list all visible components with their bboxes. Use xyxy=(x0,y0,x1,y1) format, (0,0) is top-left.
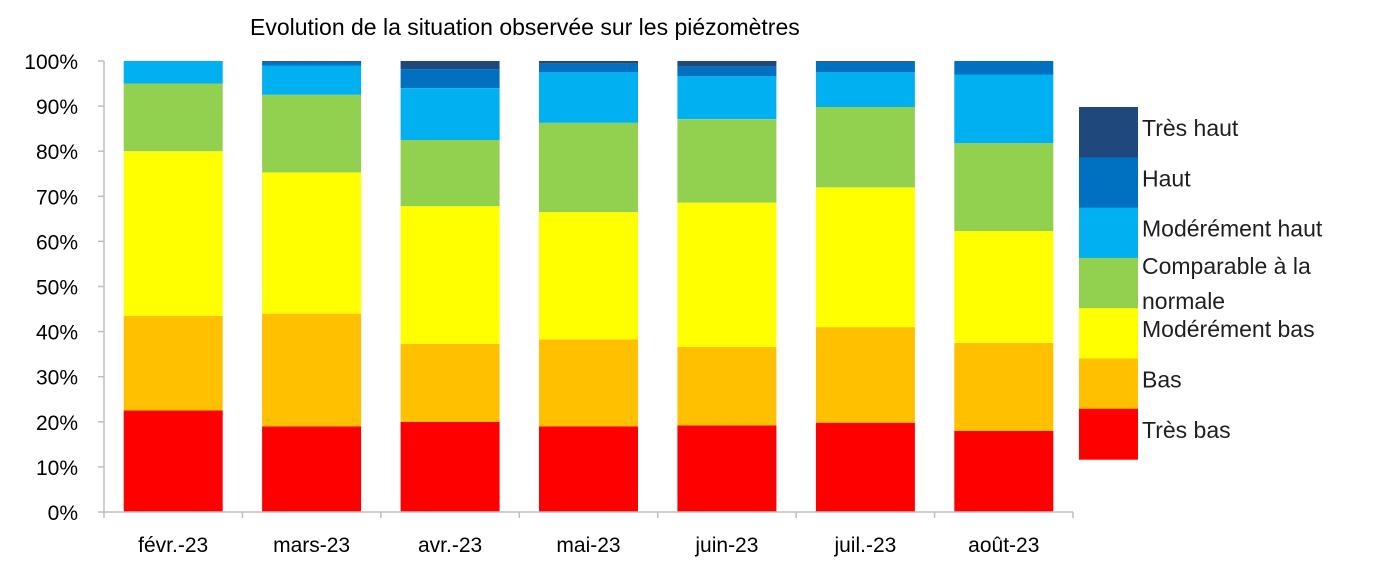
bar-segment xyxy=(815,107,915,188)
bar-segment xyxy=(400,206,500,344)
bar-segment xyxy=(400,69,500,88)
y-tick-label: 90% xyxy=(36,96,78,119)
legend-label: Modérément bas xyxy=(1142,316,1315,342)
bar-segment xyxy=(539,212,638,340)
bar-segment xyxy=(539,61,638,64)
y-tick-label: 100% xyxy=(24,51,78,74)
bar-segment xyxy=(954,143,1054,231)
legend-label: normale xyxy=(1142,288,1225,314)
bar-segment xyxy=(262,65,362,95)
legend-swatch xyxy=(1079,358,1138,410)
legend-label: Haut xyxy=(1142,165,1191,191)
y-tick-label: 60% xyxy=(36,231,78,254)
legend-swatch xyxy=(1079,107,1138,158)
legend-label: Très haut xyxy=(1142,115,1239,141)
x-tick-label: févr.-23 xyxy=(138,534,208,557)
bar-segment xyxy=(677,76,777,120)
bar-segment xyxy=(262,172,362,314)
legend-swatch xyxy=(1079,257,1138,309)
legend-label: Très bas xyxy=(1142,417,1231,443)
x-tick-label: juil.-23 xyxy=(833,534,896,557)
legend-swatch xyxy=(1079,408,1138,460)
bar-segment xyxy=(954,74,1054,144)
bar-segment xyxy=(815,61,915,73)
bar-segment xyxy=(400,88,500,140)
y-tick-label: 30% xyxy=(36,367,78,390)
legend-swatch xyxy=(1079,207,1138,259)
bar-segment xyxy=(539,63,638,73)
bar-segment xyxy=(123,151,223,316)
bar-segment xyxy=(262,313,362,427)
bar-segment xyxy=(815,422,915,512)
bar-segment xyxy=(954,61,1054,75)
bar-segment xyxy=(400,139,500,207)
bar-segment xyxy=(954,231,1054,343)
bar-segment xyxy=(400,421,500,512)
chart-title: Evolution de la situation observée sur l… xyxy=(250,14,800,40)
bar-segment xyxy=(954,430,1054,512)
bar-segment xyxy=(262,61,362,62)
y-tick-label: 50% xyxy=(36,277,78,300)
bar-segment xyxy=(539,339,638,427)
legend-label: Bas xyxy=(1142,367,1182,393)
x-tick-label: mai-23 xyxy=(556,534,620,557)
legend-label: Comparable à la xyxy=(1142,253,1311,279)
bar-segment xyxy=(677,66,777,77)
bar-segment xyxy=(815,187,915,328)
bar-segment xyxy=(123,83,223,152)
bar-segment xyxy=(815,327,915,423)
x-tick-label: mars-23 xyxy=(273,534,350,557)
bar-segment xyxy=(677,119,777,203)
bar-segment xyxy=(539,72,638,123)
y-tick-label: 10% xyxy=(36,457,78,480)
bar-segment xyxy=(677,425,777,512)
bar-segment xyxy=(123,410,223,512)
bar-segment xyxy=(262,94,362,173)
y-tick-label: 80% xyxy=(36,141,78,164)
x-tick-label: août-23 xyxy=(968,534,1039,557)
bar-segment xyxy=(677,202,777,347)
bar-segment xyxy=(262,426,362,512)
legend-label: Modérément haut xyxy=(1142,216,1323,242)
x-tick-label: juin-23 xyxy=(694,534,758,557)
bar-segment xyxy=(400,343,500,422)
bar-segment xyxy=(815,72,915,107)
bar-segment xyxy=(815,61,915,62)
legend-swatch xyxy=(1079,157,1138,209)
bar-segment xyxy=(262,61,362,66)
y-tick-label: 70% xyxy=(36,186,78,209)
y-tick-label: 40% xyxy=(36,322,78,345)
bar-segment xyxy=(677,346,777,426)
y-tick-label: 20% xyxy=(36,412,78,435)
bar-segment xyxy=(677,61,777,67)
legend-swatch xyxy=(1079,308,1138,360)
x-tick-label: avr.-23 xyxy=(418,534,482,557)
bar-segment xyxy=(400,61,500,70)
bar-segment xyxy=(539,122,638,213)
y-tick-label: 0% xyxy=(48,502,78,525)
bar-segment xyxy=(123,61,223,84)
bar-segment xyxy=(539,426,638,512)
bar-segment xyxy=(954,342,1054,431)
bar-segment xyxy=(123,315,223,411)
